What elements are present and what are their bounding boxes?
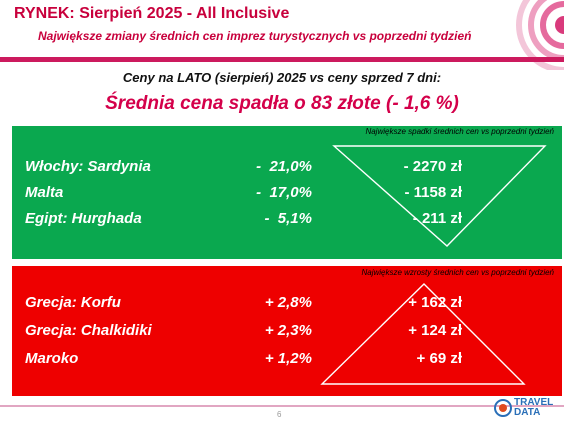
increases-caption: Największe wzrosty średnich cen vs poprz…	[361, 268, 554, 277]
decreases-panel: Największe spadki średnich cen vs poprze…	[12, 126, 562, 259]
logo-mark-icon	[494, 399, 512, 417]
price-change: + 124 zł	[408, 322, 462, 339]
decrease-row: Egipt: Hurghada - 5,1% - 211 zł	[12, 210, 562, 232]
average-price-change: Średnia cena spadła o 83 złote (- 1,6 %)	[105, 93, 459, 114]
destination-label: Włochy: Sardynia	[25, 158, 151, 175]
price-change: - 1158 zł	[404, 184, 462, 201]
price-change: + 69 zł	[416, 350, 462, 367]
price-change: - 211 zł	[412, 210, 462, 227]
increase-row: Grecja: Chalkidiki + 2,3% + 124 zł	[12, 322, 562, 344]
destination-label: Egipt: Hurghada	[25, 210, 142, 227]
page-title: RYNEK: Sierpień 2025 - All Inclusive	[14, 5, 290, 22]
travel-data-logo: TRAVEL DATA	[494, 398, 560, 420]
increase-row: Maroko + 1,2% + 69 zł	[12, 350, 562, 372]
percent-change: - 17,0%	[256, 184, 312, 201]
destination-label: Maroko	[25, 350, 79, 367]
logo-wordmark: TRAVEL DATA	[514, 398, 553, 418]
percent-change: + 1,2%	[264, 350, 312, 367]
destination-label: Malta	[25, 184, 64, 201]
up-triangle-shape	[320, 283, 526, 385]
decrease-row: Włochy: Sardynia - 21,0% - 2270 zł	[12, 158, 562, 180]
logo-line-1: TRAVEL	[514, 397, 554, 408]
percent-change: + 2,8%	[264, 294, 312, 311]
increase-row: Grecja: Korfu + 2,8% + 162 zł	[12, 294, 562, 316]
logo-line-2: DATA	[514, 407, 541, 418]
decreases-caption: Największe spadki średnich cen vs poprze…	[365, 127, 554, 136]
destination-label: Grecja: Chalkidiki	[25, 322, 152, 339]
down-triangle-shape	[332, 145, 547, 247]
comparison-heading: Ceny na LATO (sierpień) 2025 vs ceny spr…	[122, 70, 442, 85]
decorative-circles	[516, 0, 564, 70]
decrease-row: Malta - 17,0% - 1158 zł	[12, 184, 562, 206]
percent-change: - 21,0%	[256, 158, 312, 175]
percent-change: + 2,3%	[264, 322, 312, 339]
percent-change: - 5,1%	[264, 210, 312, 227]
header-divider	[0, 57, 564, 62]
price-change: - 2270 zł	[403, 158, 462, 175]
page-number: 6	[277, 410, 282, 419]
destination-label: Grecja: Korfu	[25, 294, 121, 311]
increases-panel: Największe wzrosty średnich cen vs poprz…	[12, 266, 562, 396]
price-change: + 162 zł	[408, 294, 462, 311]
footer-divider	[0, 405, 564, 407]
page-subtitle: Największe zmiany średnich cen imprez tu…	[38, 29, 472, 43]
